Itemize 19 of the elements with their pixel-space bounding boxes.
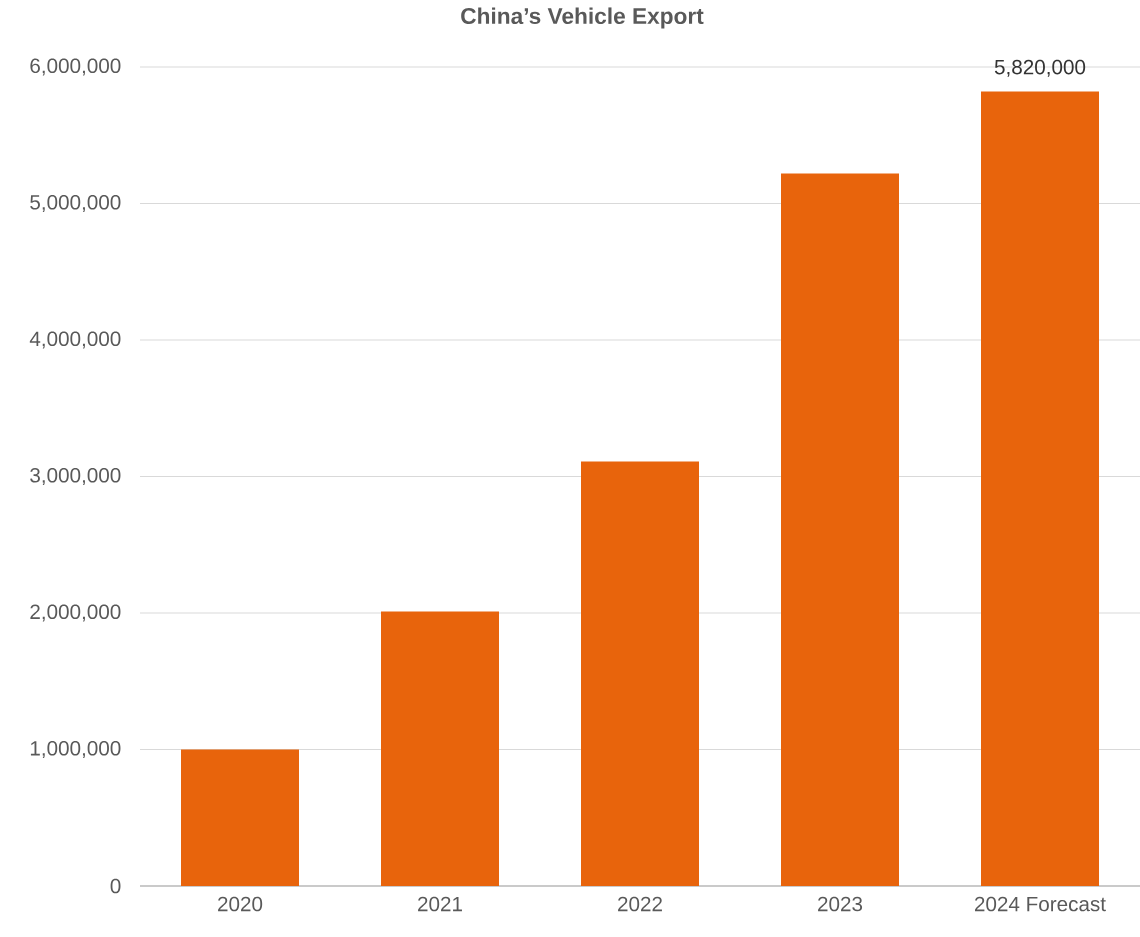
chart-title: China’s Vehicle Export	[461, 7, 704, 29]
bar	[581, 461, 699, 886]
y-tick-label: 5,000,000	[30, 194, 121, 213]
x-tick-label: 2024 Forecast	[974, 896, 1106, 912]
y-tick-label: 6,000,000	[30, 58, 121, 76]
x-tick-label: 2021	[418, 896, 462, 912]
y-tick-label: 2,000,000	[30, 604, 121, 622]
data-label: 5,820,000	[994, 59, 1086, 77]
y-tick-label: 0	[110, 878, 121, 894]
bar	[781, 173, 899, 886]
y-tick-label: 4,000,000	[29, 331, 121, 349]
bar	[181, 749, 299, 886]
x-tick-label: 2022	[618, 896, 662, 912]
x-tick-label: 2020	[218, 896, 263, 912]
bar	[981, 91, 1099, 886]
y-tick-label: 3,000,000	[30, 467, 121, 486]
bar	[381, 611, 499, 886]
y-tick-label: 1,000,000	[30, 740, 121, 759]
x-tick-label: 2023	[818, 896, 863, 912]
